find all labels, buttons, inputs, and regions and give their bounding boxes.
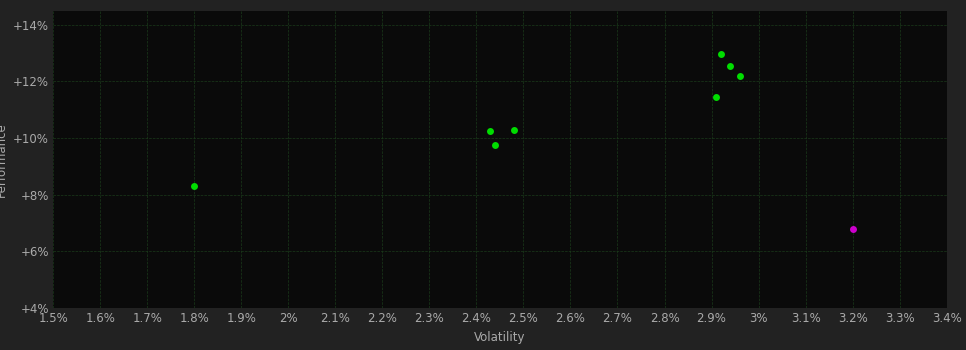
Point xyxy=(186,183,202,189)
Point xyxy=(506,127,522,132)
Point xyxy=(483,128,498,134)
X-axis label: Volatility: Volatility xyxy=(474,331,526,344)
Point xyxy=(488,142,503,148)
Point xyxy=(708,94,724,100)
Y-axis label: Performance: Performance xyxy=(0,122,8,197)
Point xyxy=(723,63,738,69)
Point xyxy=(845,226,861,231)
Point xyxy=(713,51,728,57)
Point xyxy=(732,73,748,78)
